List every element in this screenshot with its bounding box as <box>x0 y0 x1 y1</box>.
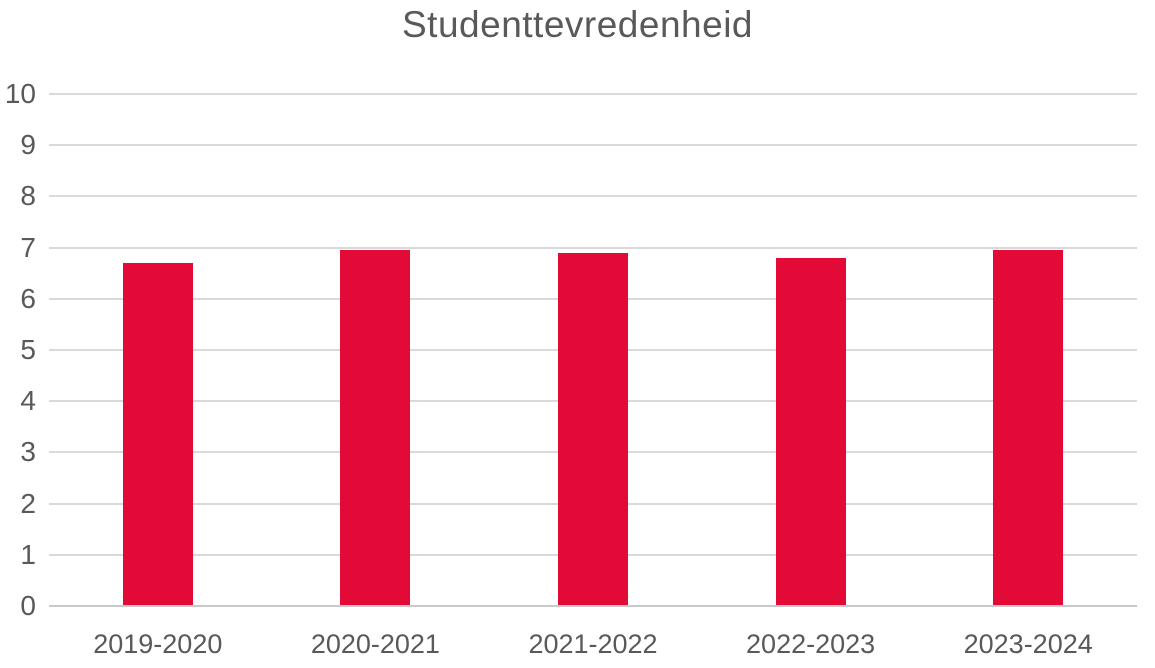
y-tick-label-6: 6 <box>20 282 36 314</box>
x-axis-line <box>49 605 1137 607</box>
y-tick-label-3: 3 <box>20 436 36 468</box>
gridline-8 <box>49 195 1137 198</box>
gridline-7 <box>49 246 1137 249</box>
y-tick-label-2: 2 <box>20 487 36 519</box>
bar-2020-2021 <box>340 250 411 606</box>
y-tick-label-1: 1 <box>20 538 36 570</box>
bar-2022-2023 <box>775 257 846 606</box>
y-tick-label-8: 8 <box>20 180 36 212</box>
x-tick-label-2021-2022: 2021-2022 <box>528 629 658 659</box>
gridline-9 <box>49 144 1137 147</box>
chart-title: Studenttevredenheid <box>402 4 753 45</box>
bar-2023-2024 <box>993 250 1064 606</box>
y-tick-label-9: 9 <box>20 129 36 161</box>
x-tick-label-2022-2023: 2022-2023 <box>746 629 876 659</box>
x-tick-label-2019-2020: 2019-2020 <box>93 629 223 659</box>
y-tick-label-7: 7 <box>20 231 36 263</box>
gridline-10 <box>49 93 1137 95</box>
y-tick-label-0: 0 <box>20 590 36 621</box>
y-tick-label-10: 10 <box>4 78 36 109</box>
bar-2021-2022 <box>558 252 628 606</box>
x-tick-label-2020-2021: 2020-2021 <box>310 629 440 659</box>
y-tick-label-5: 5 <box>20 334 36 365</box>
bar-2019-2020 <box>122 262 193 606</box>
x-tick-label-2023-2024: 2023-2024 <box>963 629 1093 659</box>
y-tick-label-4: 4 <box>20 385 36 417</box>
